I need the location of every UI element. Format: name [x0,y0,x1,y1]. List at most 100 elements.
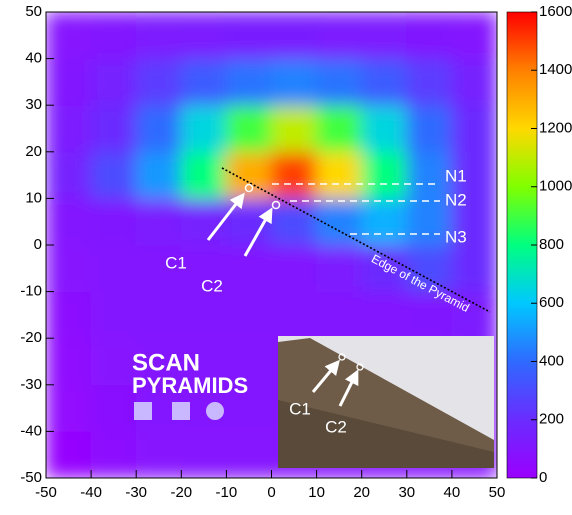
x-tick-label: 30 [398,484,415,501]
y-tick-label: 0 [34,236,42,253]
heatmap-cell [271,151,317,199]
heatmap-cell [46,245,92,293]
heatmap-cell [181,105,227,153]
label-n1: N1 [445,166,467,185]
z-tick-label: 800 [539,236,564,253]
label-c2: C2 [201,276,223,295]
heatmap-cell [181,151,227,199]
heatmap-cell [451,245,497,293]
heatmap-cell [91,151,137,199]
heatmap-cell [316,291,362,339]
heatmap-cell [91,431,137,479]
heatmap-cell [316,105,362,153]
heatmap-cell [361,105,407,153]
y-tick-label: -30 [20,376,42,393]
heatmap-cell [91,12,137,60]
heatmap-cell [451,12,497,60]
z-tick-label: 400 [539,352,564,369]
heatmap-cell [406,12,452,60]
heatmap-cell [46,58,92,106]
heatmap-cell [91,198,137,246]
heatmap-cell [316,151,362,199]
y-tick-label: -10 [20,283,42,300]
y-tick-label: 40 [25,50,42,67]
heatmap-cell [91,105,137,153]
heatmap-cell [181,431,227,479]
heatmap-cell [46,338,92,386]
x-tick-label: 20 [353,484,370,501]
chart: -50-40-30-20-1001020304050-50-40-30-20-1… [0,0,572,515]
heatmap-cell [361,151,407,199]
heatmap-cell [316,58,362,106]
z-tick-label: 1600 [539,3,572,20]
y-tick-label: -50 [20,469,42,486]
y-tick-label: -20 [20,329,42,346]
heatmap-cell [136,291,182,339]
z-tick-label: 1400 [539,61,572,78]
heatmap-cell [136,151,182,199]
heatmap-cell [316,198,362,246]
heatmap-cell [451,105,497,153]
x-tick-label: -30 [125,484,147,501]
heatmap-cell [451,58,497,106]
heatmap-cell [91,58,137,106]
x-tick-label: -10 [216,484,238,501]
y-tick-label: 50 [25,3,42,20]
heatmap-cell [406,105,452,153]
inset-label: C1 [289,399,311,418]
heatmap-cell [46,12,92,60]
heatmap-cell [271,245,317,293]
label-c1: C1 [165,253,187,272]
z-tick-label: 600 [539,294,564,311]
y-tick-label: 20 [25,143,42,160]
x-tick-label: -50 [35,484,57,501]
heatmap-cell [271,58,317,106]
heatmap-cell [361,12,407,60]
heatmap-cell [271,198,317,246]
y-tick-label: -40 [20,422,42,439]
label-n3: N3 [445,227,467,246]
heatmap-cell [46,151,92,199]
heatmap-cell [46,384,92,432]
y-tick-label: 10 [25,189,42,206]
heatmap-cell [226,58,272,106]
x-tick-label: 10 [308,484,325,501]
x-tick-label: 40 [444,484,461,501]
heatmap-cell [136,431,182,479]
heatmap-cell [91,291,137,339]
heatmap-cell [226,105,272,153]
heatmap-cell [136,12,182,60]
z-tick-label: 0 [539,469,547,486]
logo-icon [172,402,190,420]
label-n2: N2 [445,190,467,209]
heatmap-cell [226,12,272,60]
heatmap-cell [316,12,362,60]
heatmap-cell [136,105,182,153]
logo-icon [134,402,152,420]
heatmap-cell [46,105,92,153]
heatmap-cell [181,198,227,246]
heatmap-cell [271,105,317,153]
heatmap-cell [91,384,137,432]
heatmap-cell [271,291,317,339]
heatmap-cell [316,245,362,293]
heatmap-cell [361,58,407,106]
heatmap-cell [226,431,272,479]
heatmap-cell [46,291,92,339]
heatmap-cell [136,58,182,106]
heatmap-cell [91,245,137,293]
heatmap-cell [406,58,452,106]
heatmap-cell [226,291,272,339]
logo-line: PYRAMIDS [132,373,248,398]
heatmap-cell [181,291,227,339]
x-tick-label: 50 [489,484,506,501]
heatmap-cell [46,431,92,479]
heatmap-cell [136,198,182,246]
y-tick-label: 30 [25,96,42,113]
heatmap-cell [46,198,92,246]
heatmap-cell [271,12,317,60]
z-tick-label: 1000 [539,178,572,195]
heatmap-cell [181,12,227,60]
heatmap-cell [361,291,407,339]
x-tick-label: -40 [80,484,102,501]
